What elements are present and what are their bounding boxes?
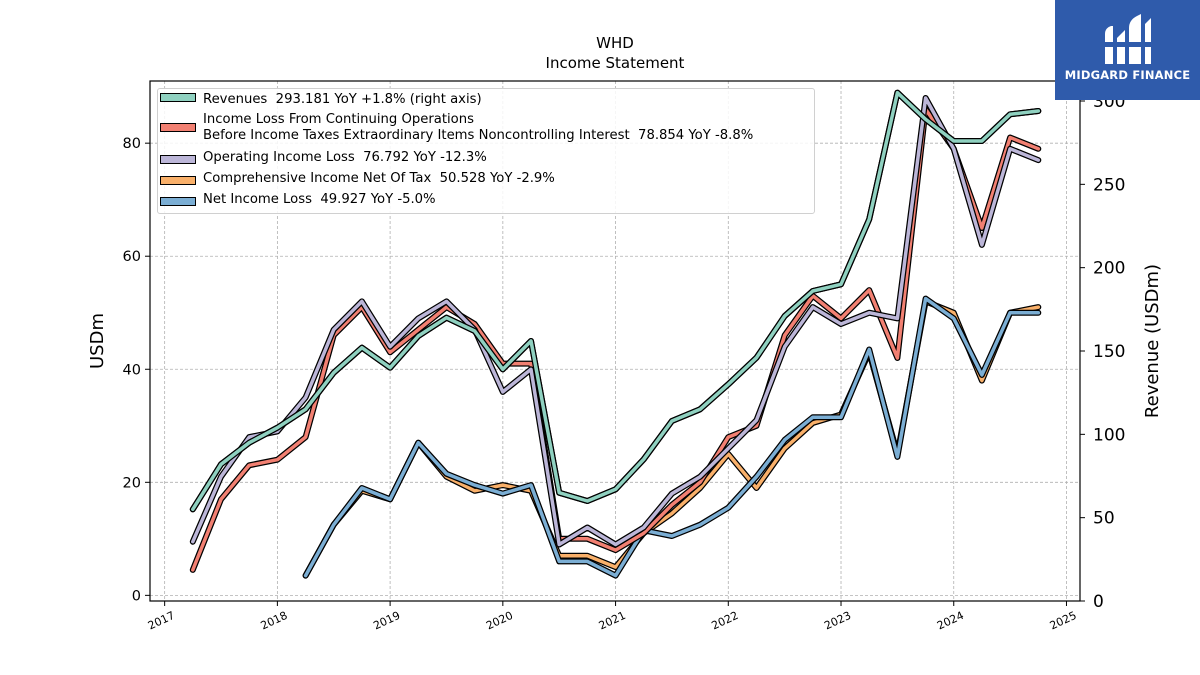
y2-tick-label: 150 (1093, 342, 1125, 362)
legend-swatch (160, 155, 196, 164)
y-axis-label: USDm (87, 313, 108, 369)
y2-tick-label: 250 (1093, 175, 1125, 195)
y2-tick-label: 200 (1093, 259, 1125, 279)
x-tick-label: 2023 (822, 609, 853, 633)
y2-tick-label: 100 (1093, 425, 1125, 445)
legend-swatch (160, 123, 196, 132)
brand-name: MIDGARD FINANCE (1064, 68, 1191, 82)
x-tick-label: 2017 (146, 609, 177, 633)
legend-swatch (160, 197, 196, 206)
x-tick-label: 2021 (597, 609, 628, 633)
y-tick-label: 40 (123, 362, 141, 378)
legend-swatch (160, 93, 196, 102)
legend-label: Operating Income Loss 76.792 YoY -12.3% (203, 150, 487, 165)
series-line (189, 95, 1042, 548)
y-tick-label: 80 (123, 136, 141, 152)
series-stroke (303, 296, 1041, 578)
midgard-logo-icon (1103, 14, 1153, 64)
legend: Revenues 293.181 YoY +1.8% (right axis) I… (157, 88, 815, 214)
series-line-revenue-top (189, 89, 1042, 513)
y-tick-label: 0 (132, 588, 141, 604)
y-tick-label: 60 (123, 249, 141, 265)
legend-label: Comprehensive Income Net Of Tax 50.528 Y… (203, 171, 555, 186)
legend-label: Net Income Loss 49.927 YoY -5.0% (203, 192, 436, 207)
series-line (302, 295, 1042, 579)
x-tick-label: 2022 (710, 609, 741, 633)
y2-tick-label: 0 (1093, 592, 1104, 612)
x-tick-label: 2018 (259, 609, 290, 633)
plot-frame (149, 80, 1081, 602)
legend-label: Income Loss From Continuing Operations B… (203, 112, 754, 143)
brand-logo: MIDGARD FINANCE (1055, 0, 1200, 100)
y-tick-label: 20 (123, 475, 141, 491)
series-layer (189, 89, 1042, 579)
chart-subtitle: Income Statement (546, 54, 685, 72)
x-tick-label: 2024 (935, 609, 966, 633)
series-stroke (191, 96, 1041, 547)
series-stroke (191, 90, 1041, 512)
chart-title: WHD (596, 34, 634, 52)
legend-swatch (160, 176, 196, 185)
x-tick-label: 2019 (371, 609, 402, 633)
y2-tick-label: 50 (1093, 509, 1115, 529)
legend-label: Revenues 293.181 YoY +1.8% (right axis) (203, 92, 482, 107)
y2-axis-label: Revenue (USDm) (1142, 264, 1163, 418)
x-tick-label: 2025 (1048, 609, 1079, 633)
x-tick-label: 2020 (484, 609, 515, 633)
